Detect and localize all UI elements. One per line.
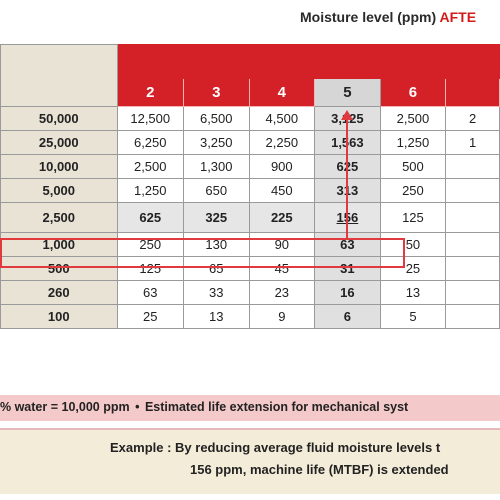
table-cell: 2,500 [116, 154, 184, 179]
column-header: 2 [116, 78, 184, 107]
column-header [445, 78, 500, 107]
table-cell: 125 [379, 202, 447, 233]
example-line-2: 156 ppm, machine life (MTBF) is extended [190, 462, 449, 477]
table-cell: 1 [445, 130, 500, 155]
table-cell: 12,500 [116, 106, 184, 131]
table-row: 260 63 33 23 16 13 [0, 280, 500, 305]
row-header: 25,000 [0, 130, 118, 155]
footnote-right: Estimated life extension for mechanical … [144, 400, 409, 414]
row-header: 100 [0, 304, 118, 329]
row-header: 1,000 [0, 232, 118, 257]
table-cell: 3,250 [182, 130, 250, 155]
table-cell: 4,500 [248, 106, 316, 131]
table-cell: 25 [116, 304, 184, 329]
table-cell: 6 [314, 304, 381, 329]
table-cell: 500 [379, 154, 447, 179]
table-row: 100 25 13 9 6 5 [0, 304, 500, 329]
bullet-icon: • [135, 400, 140, 414]
table-cell: 130 [182, 232, 250, 257]
table-row: 500 125 65 45 31 25 [0, 256, 500, 281]
column-header: 6 [379, 78, 447, 107]
table-cell: 450 [248, 178, 316, 203]
title-accent: AFTE [439, 9, 477, 25]
table-cell: 650 [182, 178, 250, 203]
row-header: 500 [0, 256, 118, 281]
table-cell: 13 [182, 304, 250, 329]
example-line-1: Example : By reducing average fluid mois… [110, 440, 441, 455]
table-cell: 1,250 [116, 178, 184, 203]
header-band [116, 44, 500, 79]
table-cell [445, 232, 500, 257]
table-cell [445, 154, 500, 179]
table-cell: 50 [379, 232, 447, 257]
table-cell [445, 304, 500, 329]
footnote-bar: % water = 10,000 ppm • Estimated life ex… [0, 395, 500, 421]
table-cell: 13 [379, 280, 447, 305]
table-cell [445, 178, 500, 203]
example-box: Example : By reducing average fluid mois… [0, 428, 500, 494]
table-cell: 65 [182, 256, 250, 281]
table-cell: 250 [379, 178, 447, 203]
table-cell: 2 [445, 106, 500, 131]
table-cell: 1,250 [379, 130, 447, 155]
table-cell: 2,500 [379, 106, 447, 131]
table-cell [445, 280, 500, 305]
title-text: Moisture level (ppm) [300, 9, 440, 25]
arrow-up-icon [341, 110, 353, 120]
table-cell: 325 [182, 202, 250, 233]
table-cell: 250 [116, 232, 184, 257]
table-cell: 125 [116, 256, 184, 281]
table-cell: 31 [314, 256, 381, 281]
column-header: 5 [314, 78, 381, 107]
table-row: 1,000 250 130 90 63 50 [0, 232, 500, 257]
table-cell: 1,300 [182, 154, 250, 179]
footnote-left: % water = 10,000 ppm [0, 400, 130, 414]
table-cell [445, 202, 500, 233]
table-cell: 900 [248, 154, 316, 179]
table-cell: 23 [248, 280, 316, 305]
table-row: 2,500625325225156125 [0, 202, 500, 233]
table-cell: 9 [248, 304, 316, 329]
table-cell: 2,250 [248, 130, 316, 155]
table-cell: 6,250 [116, 130, 184, 155]
column-header: 3 [182, 78, 250, 107]
table-cell: 90 [248, 232, 316, 257]
table-cell: 5 [379, 304, 447, 329]
table-corner [0, 44, 118, 107]
row-header: 5,000 [0, 178, 118, 203]
row-header: 50,000 [0, 106, 118, 131]
table-cell: 63 [116, 280, 184, 305]
table-cell: 225 [248, 202, 316, 233]
column-header: 4 [248, 78, 316, 107]
arrow-line [346, 118, 348, 238]
row-header: 2,500 [0, 202, 118, 233]
table-title: Moisture level (ppm) AFTE [300, 9, 476, 25]
table-cell: 16 [314, 280, 381, 305]
row-header: 10,000 [0, 154, 118, 179]
table-cell [445, 256, 500, 281]
table-cell: 625 [116, 202, 184, 233]
table-cell: 25 [379, 256, 447, 281]
table-cell: 6,500 [182, 106, 250, 131]
row-header: 260 [0, 280, 118, 305]
table-cell: 45 [248, 256, 316, 281]
table-cell: 33 [182, 280, 250, 305]
